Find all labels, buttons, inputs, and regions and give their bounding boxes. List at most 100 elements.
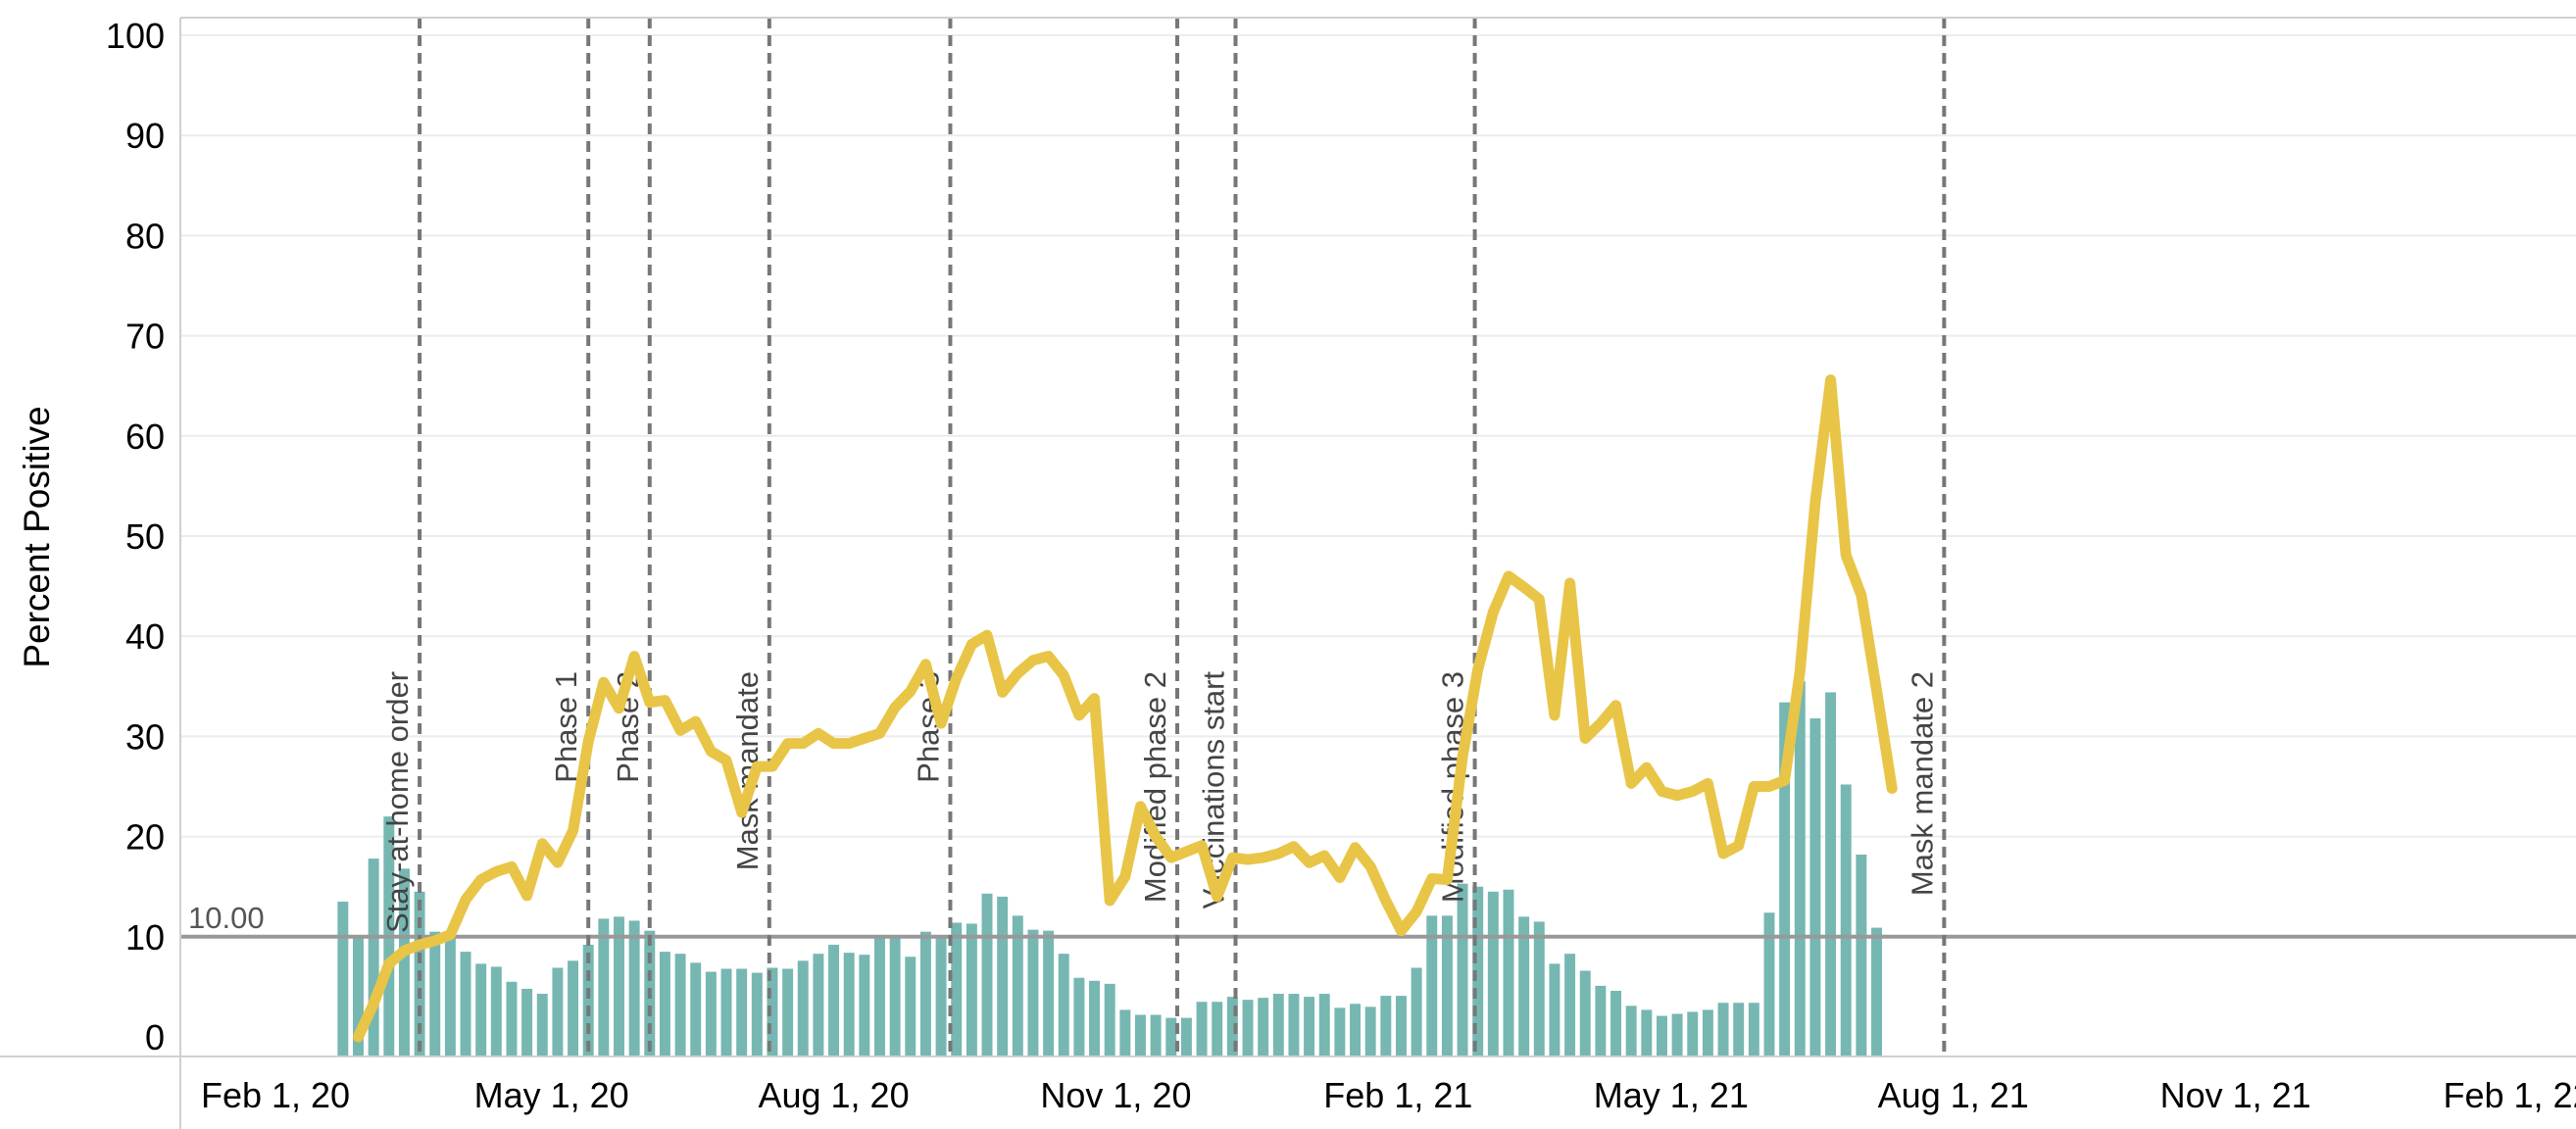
bar bbox=[1733, 1003, 1745, 1056]
bar bbox=[506, 981, 518, 1056]
bar bbox=[751, 972, 763, 1056]
bar bbox=[1334, 1007, 1346, 1056]
bar bbox=[1625, 1006, 1637, 1056]
bar bbox=[1073, 977, 1085, 1056]
bar bbox=[720, 968, 732, 1056]
bar bbox=[536, 994, 548, 1056]
bar bbox=[598, 918, 610, 1056]
bar bbox=[1840, 784, 1852, 1056]
bar bbox=[1595, 985, 1607, 1056]
y-tick-label: 30 bbox=[125, 716, 165, 757]
bar bbox=[1656, 1015, 1667, 1056]
bar bbox=[628, 920, 640, 1056]
bar bbox=[905, 957, 916, 1056]
x-tick-label: May 1, 20 bbox=[474, 1075, 629, 1115]
event-label: Phase 1 bbox=[549, 671, 583, 783]
bar bbox=[1856, 854, 1867, 1056]
bar bbox=[398, 868, 410, 1056]
bar bbox=[659, 952, 670, 1056]
bar bbox=[674, 954, 686, 1056]
bar bbox=[1518, 916, 1530, 1056]
y-tick-label: 0 bbox=[145, 1017, 165, 1057]
bar bbox=[1825, 692, 1837, 1056]
bar bbox=[460, 952, 471, 1056]
bar bbox=[1180, 1017, 1192, 1056]
bar bbox=[1579, 970, 1591, 1056]
bar bbox=[353, 936, 364, 1056]
bar bbox=[843, 953, 855, 1056]
bar bbox=[1104, 983, 1115, 1056]
reference-line-group: 10.00 bbox=[180, 901, 2576, 939]
x-tick-label: Nov 1, 21 bbox=[2160, 1075, 2311, 1115]
bar bbox=[1809, 718, 1821, 1056]
y-tick-label: 50 bbox=[125, 516, 165, 557]
bar bbox=[1272, 994, 1284, 1056]
line-path bbox=[353, 374, 1898, 1043]
y-tick-label: 40 bbox=[125, 616, 165, 657]
bar bbox=[368, 859, 379, 1056]
bar bbox=[1702, 1009, 1713, 1056]
bar bbox=[1043, 930, 1055, 1056]
bar bbox=[1533, 921, 1545, 1056]
bar bbox=[1027, 929, 1039, 1056]
bar bbox=[1058, 954, 1069, 1056]
event-label: Mask mandate 2 bbox=[1905, 671, 1939, 896]
bar bbox=[1472, 886, 1484, 1056]
bar bbox=[1150, 1014, 1162, 1056]
y-tick-label: 100 bbox=[106, 16, 165, 56]
bar bbox=[1426, 915, 1438, 1056]
bar bbox=[705, 971, 717, 1056]
bar bbox=[475, 963, 487, 1056]
bar bbox=[582, 944, 594, 1056]
bar bbox=[1610, 990, 1621, 1056]
gridlines bbox=[180, 34, 2576, 938]
bar bbox=[690, 962, 702, 1056]
bar bbox=[1135, 1014, 1146, 1056]
reference-line-label: 10.00 bbox=[188, 901, 265, 935]
bar bbox=[919, 931, 931, 1056]
bar bbox=[1212, 1002, 1223, 1056]
bar bbox=[1258, 998, 1269, 1056]
y-axis-title: Percent Positive bbox=[17, 406, 57, 667]
y-tick-label: 60 bbox=[125, 417, 165, 457]
bar bbox=[1748, 1003, 1759, 1056]
bar bbox=[1380, 996, 1392, 1056]
bar bbox=[1794, 681, 1806, 1056]
bar bbox=[1641, 1009, 1653, 1056]
bar bbox=[1395, 996, 1407, 1056]
bar bbox=[1763, 912, 1775, 1056]
y-tick-label: 80 bbox=[125, 216, 165, 256]
bar bbox=[1441, 915, 1453, 1056]
bar bbox=[782, 968, 794, 1056]
bar bbox=[951, 922, 963, 1056]
y-tick-label: 70 bbox=[125, 317, 165, 357]
bar bbox=[859, 955, 870, 1056]
bar bbox=[1165, 1017, 1177, 1056]
bar bbox=[1503, 889, 1514, 1056]
bar bbox=[935, 935, 947, 1056]
bar bbox=[444, 936, 456, 1056]
bar bbox=[1487, 891, 1499, 1056]
bar bbox=[1457, 883, 1468, 1056]
bar bbox=[568, 960, 579, 1056]
bar bbox=[1119, 1009, 1131, 1056]
bar bbox=[1871, 927, 1882, 1056]
event-label: Stay-at-home order bbox=[380, 671, 415, 933]
bar bbox=[797, 960, 809, 1056]
bar bbox=[997, 896, 1009, 1056]
x-tick-label: Nov 1, 20 bbox=[1040, 1075, 1191, 1115]
bar bbox=[1226, 997, 1238, 1056]
bar bbox=[813, 954, 824, 1056]
bar bbox=[966, 923, 977, 1056]
bar bbox=[1012, 915, 1023, 1056]
bar bbox=[767, 967, 778, 1056]
bar bbox=[614, 916, 624, 1056]
bar bbox=[429, 931, 441, 1056]
bar bbox=[490, 966, 502, 1056]
bar bbox=[1717, 1003, 1729, 1056]
bar bbox=[1318, 994, 1330, 1056]
x-tick-label: Aug 1, 20 bbox=[758, 1075, 909, 1115]
line-series bbox=[353, 374, 1898, 1043]
